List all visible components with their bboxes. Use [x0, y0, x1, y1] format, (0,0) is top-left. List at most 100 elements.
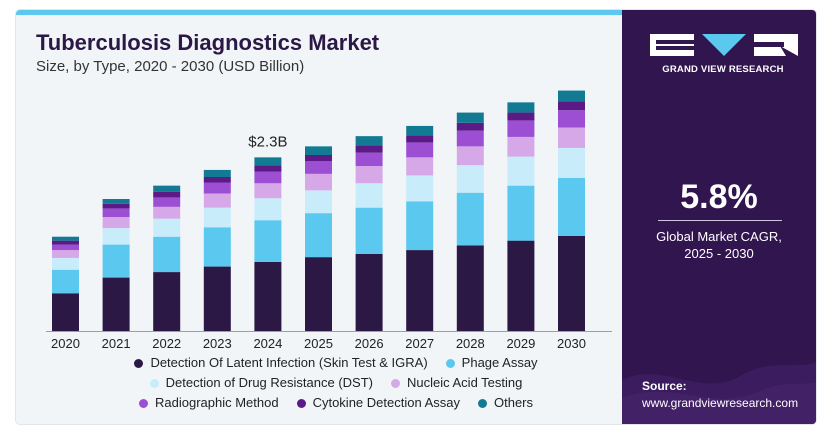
bar-segment-2030-6	[558, 90, 585, 102]
bar-segment-2023-2	[203, 207, 231, 228]
bar-segment-2029-1	[507, 185, 535, 241]
bar-segment-2030-5	[558, 101, 585, 111]
source-url[interactable]: www.grandviewresearch.com	[642, 396, 799, 410]
bar-segment-2026-6	[355, 136, 383, 146]
bar-segment-2023-6	[203, 169, 231, 177]
legend-swatch	[134, 358, 144, 368]
bar-segment-2025-3	[305, 173, 332, 191]
grand-view-research-logo-icon	[650, 34, 798, 56]
legend-item-latent: Detection Of Latent Infection (Skin Test…	[134, 353, 428, 373]
bar-segment-2022-3	[153, 206, 181, 219]
legend-swatch	[296, 398, 306, 408]
bar-segment-2029-5	[507, 112, 535, 121]
legend-swatch	[139, 398, 148, 408]
legend-label: Cytokine Detection Assay	[312, 395, 460, 410]
bar-segment-2020-5	[52, 240, 79, 245]
bar-segment-2026-5	[355, 145, 383, 153]
x-tick-label: 2023	[203, 336, 232, 351]
bar-segment-2030-1	[558, 177, 585, 236]
bar-segment-2025-6	[305, 146, 332, 155]
decorative-wave-icon	[622, 362, 816, 424]
x-tick-label: 2028	[456, 336, 485, 351]
cagr-label-line-1: Global Market CAGR,	[656, 229, 782, 244]
bar-segment-2025-2	[305, 190, 332, 214]
bar-segment-2024-3	[254, 183, 282, 199]
cagr-divider	[658, 220, 782, 221]
bar-segment-2029-3	[507, 136, 535, 157]
bar-segment-2024-0	[254, 261, 282, 331]
bar-segment-2027-2	[406, 175, 434, 202]
bar-segment-2021-2	[102, 228, 130, 245]
source-label: Source:	[642, 379, 687, 393]
bar-segment-2021-1	[102, 244, 130, 278]
chart-card: Tuberculosis Diagnostics Market Size, by…	[16, 10, 816, 424]
bar-segment-2026-0	[355, 254, 383, 331]
brand-name: GRAND VIEW RESEARCH	[662, 64, 784, 75]
bar-segment-2022-4	[153, 197, 181, 207]
sidebar-panel: GRAND VIEW RESEARCH 5.8% Global Market C…	[622, 10, 816, 424]
legend-item-dst: Detection of Drug Resistance (DST)	[149, 373, 373, 393]
bar-segment-2028-0	[456, 245, 484, 331]
bar-segment-2027-6	[406, 125, 434, 136]
bar-segment-2024-6	[254, 157, 282, 166]
bar-segment-2029-2	[507, 156, 535, 186]
bar-segment-2028-5	[456, 122, 484, 131]
bar-segment-2028-3	[456, 146, 484, 166]
x-tick-label: 2026	[355, 336, 384, 351]
bar-segment-2021-6	[102, 199, 130, 204]
bar-segment-2027-4	[406, 142, 434, 158]
bar-segment-2021-0	[102, 277, 130, 331]
bar-segment-2028-4	[456, 130, 484, 147]
bar-segment-2028-1	[456, 192, 484, 246]
bar-segment-2026-4	[355, 152, 383, 166]
bar-segment-2025-1	[305, 213, 332, 258]
legend-swatch	[149, 378, 159, 388]
legend-swatch	[477, 398, 487, 408]
bar-segment-2028-6	[456, 112, 484, 123]
bar-segment-2022-2	[153, 218, 181, 237]
bar-segment-2027-0	[406, 250, 434, 331]
bar-segment-2021-4	[102, 208, 130, 218]
bar-segment-2030-3	[558, 127, 585, 148]
legend-row-2: Detection of Drug Resistance (DST) Nucle…	[46, 373, 626, 393]
legend-swatch	[445, 358, 455, 368]
cagr-label: Global Market CAGR, 2025 - 2030	[622, 228, 816, 262]
bar-segment-2025-5	[305, 155, 332, 162]
bar-annotation: $2.3B	[248, 133, 287, 150]
bar-segment-2020-0	[52, 293, 79, 331]
bar-segment-2030-0	[558, 235, 585, 331]
bar-segment-2029-6	[507, 102, 535, 113]
cagr-value: 5.8%	[680, 178, 758, 216]
bar-segment-2023-5	[203, 177, 231, 183]
bar-segment-2025-4	[305, 161, 332, 174]
bar-segment-2023-3	[203, 193, 231, 208]
bar-segment-2029-4	[507, 120, 535, 137]
bar-segment-2024-1	[254, 220, 282, 262]
x-tick-label: 2021	[102, 336, 131, 351]
bar-segment-2020-3	[52, 250, 79, 258]
bar-segment-2026-2	[355, 183, 383, 208]
x-tick-label: 2030	[557, 336, 586, 351]
legend-label: Others	[493, 395, 533, 410]
bar-segment-2022-5	[153, 191, 181, 198]
legend-label: Phage Assay	[461, 355, 538, 370]
bar-segment-2028-2	[456, 165, 484, 193]
bar-segment-2022-1	[153, 236, 181, 273]
chart-title: Tuberculosis Diagnostics Market	[36, 30, 380, 55]
x-tick-label: 2027	[405, 336, 434, 351]
bar-segment-2024-4	[254, 171, 282, 184]
legend-label: Detection of Drug Resistance (DST)	[165, 375, 373, 390]
bar-segment-2020-4	[52, 244, 79, 251]
legend-item-nucleic: Nucleic Acid Testing	[390, 373, 523, 393]
cagr-label-line-2: 2025 - 2030	[684, 246, 754, 261]
x-tick-label: 2020	[51, 336, 80, 351]
legend-label: Nucleic Acid Testing	[406, 375, 523, 390]
bar-segment-2022-6	[153, 185, 181, 192]
legend: Detection Of Latent Infection (Skin Test…	[46, 353, 626, 413]
legend-label: Detection Of Latent Infection (Skin Test…	[150, 355, 428, 370]
chart-subtitle: Size, by Type, 2020 - 2030 (USD Billion)	[36, 58, 305, 75]
x-tick-label: 2024	[253, 336, 282, 351]
x-tick-label: 2022	[152, 336, 181, 351]
bar-segment-2022-0	[153, 272, 181, 331]
bar-segment-2023-1	[203, 227, 231, 267]
